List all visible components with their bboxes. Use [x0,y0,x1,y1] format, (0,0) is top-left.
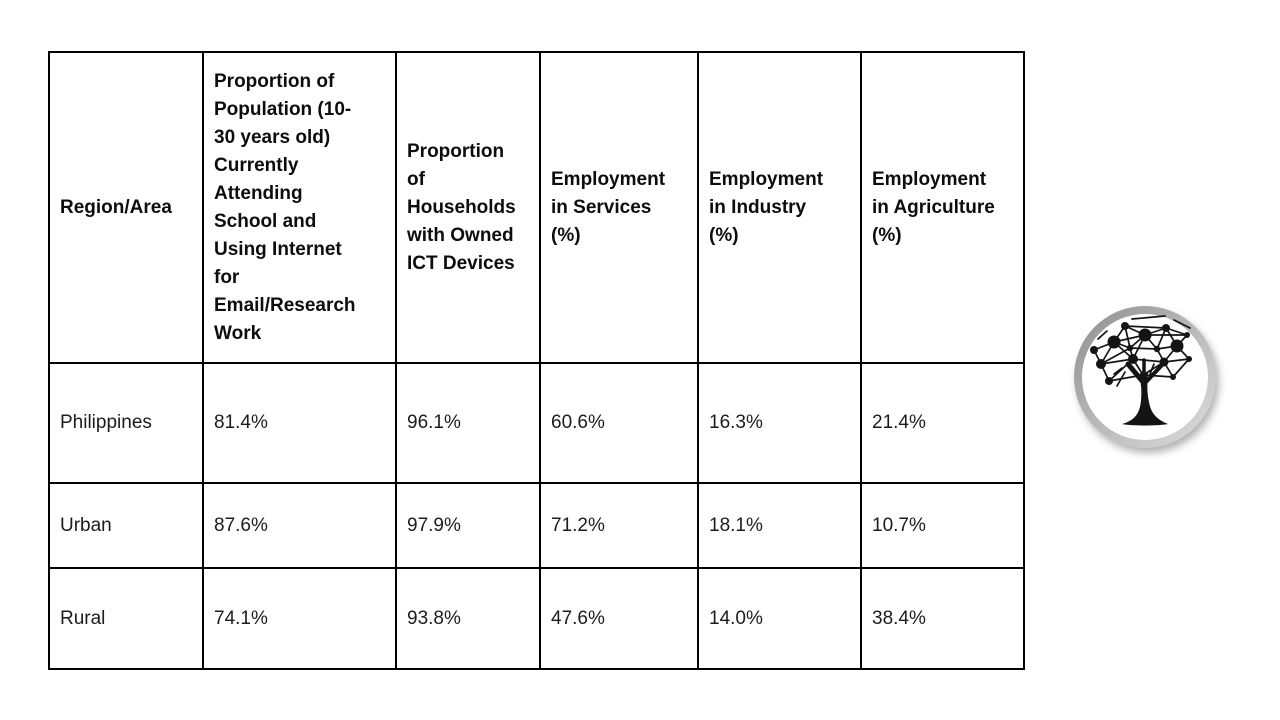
column-header-region-area: Region/Area [48,51,204,364]
table-cell: 93.8% [395,567,541,670]
table-header-row: Region/Area Proportion of Population (10… [48,51,1025,364]
table-cell: 81.4% [202,362,397,484]
tree-trunk [1122,373,1168,426]
row-label-urban: Urban [48,482,204,569]
table-cell: 71.2% [539,482,699,569]
table-cell: 97.9% [395,482,541,569]
column-header-emp-services: Employment in Services (%) [539,51,699,364]
table-cell: 47.6% [539,567,699,670]
logo-badge [1070,302,1220,452]
table-row-rural: Rural 74.1% 93.8% 47.6% 14.0% 38.4% [48,567,1025,670]
column-header-emp-industry: Employment in Industry (%) [697,51,862,364]
table-cell: 16.3% [697,362,862,484]
table-cell: 38.4% [860,567,1025,670]
row-label-philippines: Philippines [48,362,204,484]
column-header-emp-agriculture: Employment in Agriculture (%) [860,51,1025,364]
table-cell: 18.1% [697,482,862,569]
row-label-rural: Rural [48,567,204,670]
table-cell: 74.1% [202,567,397,670]
table-cell: 10.7% [860,482,1025,569]
table-cell: 60.6% [539,362,699,484]
table-cell: 96.1% [395,362,541,484]
table-cell: 21.4% [860,362,1025,484]
statistics-table: Region/Area Proportion of Population (10… [48,51,1025,670]
table-cell: 87.6% [202,482,397,569]
table-row-urban: Urban 87.6% 97.9% 71.2% 18.1% 10.7% [48,482,1025,569]
table-cell: 14.0% [697,567,862,670]
table-row-philippines: Philippines 81.4% 96.1% 60.6% 16.3% 21.4… [48,362,1025,484]
network-tree-logo [1074,306,1216,448]
column-header-ict-devices: Proportion of Households with Owned ICT … [395,51,541,364]
column-header-internet-use: Proportion of Population (10- 30 years o… [202,51,397,364]
